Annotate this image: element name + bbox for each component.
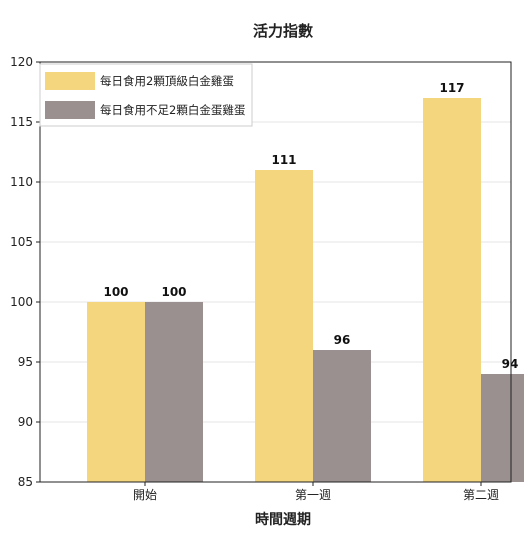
data-label: 94: [502, 357, 519, 371]
data-label: 100: [161, 285, 186, 299]
chart-title: 活力指數: [253, 22, 313, 40]
legend-swatch-series-2: [45, 101, 95, 119]
plot-frame: [39, 61, 512, 483]
y-tick-label: 120: [10, 55, 33, 69]
data-label: 100: [103, 285, 128, 299]
bar-2-2: [313, 350, 371, 482]
bars: [87, 98, 524, 482]
y-axis-ticks: 85 90 95 100 105 110 115 120: [10, 55, 40, 489]
bar-2-1: [145, 302, 203, 482]
x-axis-label: 時間週期: [255, 511, 311, 528]
legend-label-series-2: 每日食用不足2顆白金蛋雞蛋: [100, 103, 246, 117]
bar-1-2: [255, 170, 313, 482]
y-tick-label: 105: [10, 235, 33, 249]
x-tick-label: 第二週: [463, 488, 499, 502]
y-tick-label: 115: [10, 115, 33, 129]
y-tick-label: 100: [10, 295, 33, 309]
y-tick-label: 90: [18, 415, 33, 429]
data-label: 111: [271, 153, 296, 167]
legend-label-series-1: 每日食用2顆頂級白金雞蛋: [100, 74, 234, 88]
bar-1-1: [87, 302, 145, 482]
y-tick-label: 85: [18, 475, 33, 489]
data-labels: 100 100 111 96 117 94: [103, 81, 518, 371]
legend: 每日食用2顆頂級白金雞蛋 每日食用不足2顆白金蛋雞蛋: [39, 63, 253, 127]
data-label: 96: [334, 333, 351, 347]
y-tick-label: 110: [10, 175, 33, 189]
x-tick-label: 第一週: [295, 488, 331, 502]
bar-2-3: [481, 374, 524, 482]
y-tick-label: 95: [18, 355, 33, 369]
bar-1-3: [423, 98, 481, 482]
legend-swatch-series-1: [45, 72, 95, 90]
data-label: 117: [439, 81, 464, 95]
x-tick-label: 開始: [133, 488, 157, 502]
x-axis-ticks: 開始 第一週 第二週: [133, 482, 499, 502]
